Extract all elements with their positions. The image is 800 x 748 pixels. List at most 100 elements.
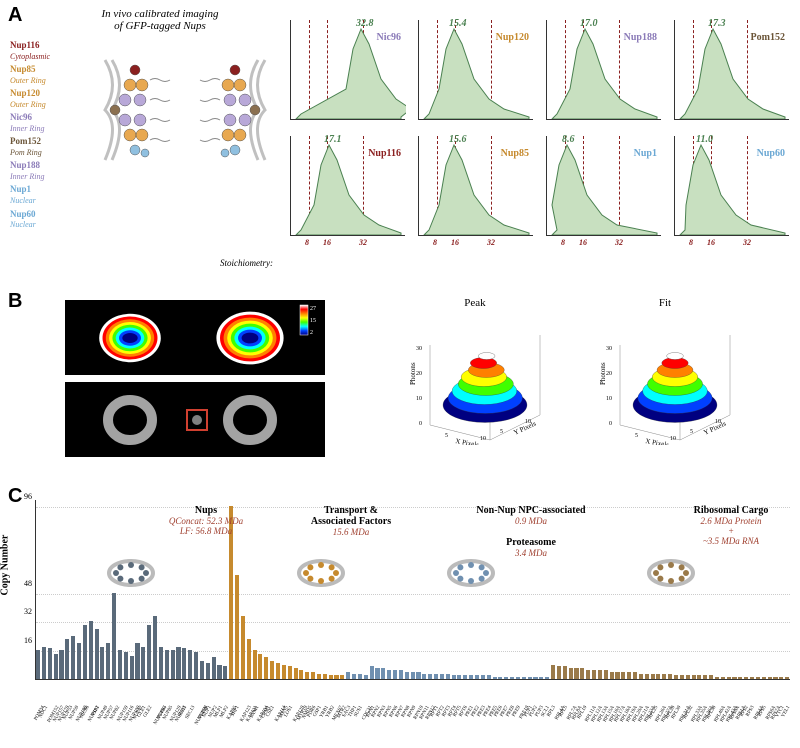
svg-text:0: 0 xyxy=(419,421,422,427)
bar-PRE8 xyxy=(510,677,514,679)
bar-THP1 xyxy=(352,674,356,679)
npc-icon xyxy=(106,555,156,590)
group-label: Non-Nup NPC-associated0.9 MDaProteasome3… xyxy=(456,505,606,558)
bar-LOS1 xyxy=(288,666,292,679)
bar-PUP3 xyxy=(539,677,543,679)
heatmap-image: 27152 xyxy=(65,300,325,375)
svg-text:30: 30 xyxy=(606,346,612,352)
bar-NUP100 xyxy=(130,656,134,679)
svg-text:5: 5 xyxy=(635,433,638,439)
bar-RPL33A xyxy=(692,675,696,679)
svg-text:10: 10 xyxy=(480,436,486,442)
bar-RPL15A xyxy=(604,670,608,679)
bar-NUP2 xyxy=(212,657,216,679)
bar-NSP1 xyxy=(95,629,99,679)
group-label: Transport & Associated Factors15.6 MDa xyxy=(306,505,396,537)
bar-RPT6 xyxy=(463,675,467,679)
bar-RPL12A xyxy=(592,670,596,679)
bar-RPL5 xyxy=(563,666,567,679)
bar-SEC13 xyxy=(188,650,192,679)
bar-MEX67 xyxy=(334,675,338,679)
histogram-nup60: 8163211.0Nup60 xyxy=(674,136,789,236)
bar-NUP82 xyxy=(112,593,116,679)
bar-RPL32 xyxy=(686,675,690,679)
bar-RPL13A xyxy=(598,670,602,679)
bar-NUP188 xyxy=(77,643,81,679)
bar-MLP1 xyxy=(217,665,221,679)
histograms-grid: 32.8Nic9615.4Nup12017.0Nup18817.3Pom152 8… xyxy=(290,20,794,246)
bar-RPT5 xyxy=(457,675,461,679)
bar-NUP84 xyxy=(159,647,163,679)
svg-text:5: 5 xyxy=(445,433,448,439)
bar-YRB2 xyxy=(329,675,333,679)
bar-GLE1 xyxy=(141,647,145,679)
fit-title: Fit xyxy=(590,297,740,309)
bar-POM34 xyxy=(36,650,40,679)
histogram-nic96: 32.8Nic96 xyxy=(290,20,405,120)
bar-MSN5 xyxy=(282,665,286,679)
svg-text:10: 10 xyxy=(525,419,531,425)
bar-RPS1A xyxy=(738,677,742,679)
bar-NMD5 xyxy=(305,672,309,679)
bar-RPL30 xyxy=(674,675,678,679)
bar-POM152 xyxy=(48,648,52,679)
histogram-pom152: 17.3Pom152 xyxy=(674,20,789,120)
bar-RPL42A xyxy=(721,677,725,679)
histogram-nup120: 15.4Nup120 xyxy=(418,20,533,120)
bar-PDR6 xyxy=(311,672,315,679)
histogram-nup188: 17.0Nup188 xyxy=(546,20,661,120)
bar-RPN9 xyxy=(411,672,415,679)
bar-MTR2 xyxy=(340,675,344,679)
bar-RPL36A xyxy=(703,675,707,679)
bar-NUP145N xyxy=(194,652,198,679)
panel-c: Copy Number POM34NDC1POM152NUP157NUP170N… xyxy=(0,490,800,740)
panel-b: 27152 Peak PhotonsX PixelsY Pixels010203… xyxy=(0,290,800,470)
bar-RPT3 xyxy=(446,674,450,679)
bar-RPL28 xyxy=(668,674,672,679)
bar-RPN8 xyxy=(405,672,409,679)
npc-icon xyxy=(446,555,496,590)
bar-NUP145C xyxy=(153,616,157,679)
bar-RPL20A xyxy=(633,672,637,679)
bar-KAP114 xyxy=(276,663,280,679)
bar-RPN1 xyxy=(370,666,374,679)
bar-SEH1 xyxy=(182,648,186,679)
bar-RPN11 xyxy=(422,674,426,679)
svg-text:30: 30 xyxy=(416,346,422,352)
bar-RPS7A xyxy=(773,677,777,679)
svg-text:20: 20 xyxy=(416,371,422,377)
ytick: 16 xyxy=(20,636,32,645)
nup-labels: Nup116CytoplasmicNup85Outer RingNup120Ou… xyxy=(10,40,50,233)
bar-KAP120 xyxy=(294,668,298,679)
bar-KAP104 xyxy=(258,654,262,679)
bar-RPN12 xyxy=(428,674,432,679)
bar-PRE10 xyxy=(522,677,526,679)
peak-title: Peak xyxy=(400,297,550,309)
bar-RPN5 xyxy=(387,670,391,679)
bar-NUP57 xyxy=(106,643,110,679)
nup-label-nup85: Nup85Outer Ring xyxy=(10,64,50,86)
bar-PRE2 xyxy=(475,675,479,679)
nup-label-nup1: Nup1Nuclear xyxy=(10,184,50,206)
svg-text:5: 5 xyxy=(500,429,503,435)
bar-SXM1 xyxy=(253,650,257,679)
svg-text:10: 10 xyxy=(416,396,422,402)
nup-label-nup60: Nup60Nuclear xyxy=(10,209,50,231)
bar-RPL8A xyxy=(574,668,578,679)
bar-RPS3 xyxy=(750,677,754,679)
bar-RPT4 xyxy=(452,675,456,679)
bar-PRE5 xyxy=(493,677,497,679)
nup-label-pom152: Pom152Pom Ring xyxy=(10,136,50,158)
bar-RPL26A xyxy=(656,674,660,679)
bar-RPL40A xyxy=(715,677,719,679)
bar-RPS4A xyxy=(756,677,760,679)
bar-NUP116 xyxy=(124,652,128,679)
bar-NUP170 xyxy=(59,650,63,679)
bar-RPL31A xyxy=(680,675,684,679)
group-label: NupsQConcat: 52.3 MDaLF: 56.8 MDa xyxy=(116,505,296,536)
bar-NUP49 xyxy=(100,647,104,679)
bar-RPL19A xyxy=(627,672,631,679)
bar-PRE4 xyxy=(487,675,491,679)
nup-label-nic96: Nic96Inner Ring xyxy=(10,112,50,134)
ytick: 96 xyxy=(20,492,32,501)
